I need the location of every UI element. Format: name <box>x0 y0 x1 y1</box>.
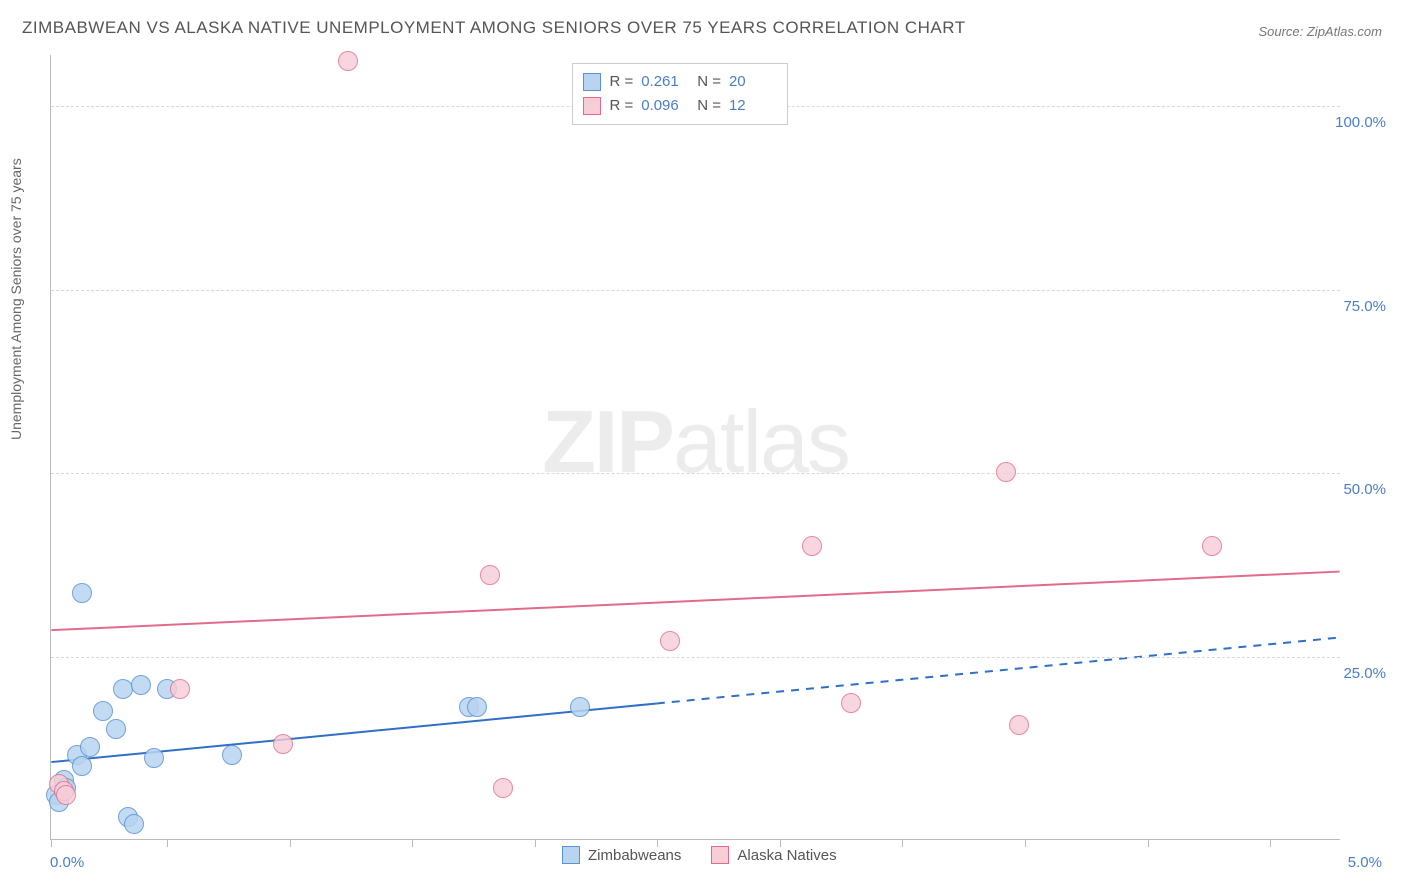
data-point <box>996 462 1016 482</box>
stat-r-value: 0.096 <box>641 94 689 118</box>
series-legend: Zimbabweans Alaska Natives <box>562 846 837 864</box>
data-point <box>93 701 113 721</box>
grid-line <box>51 290 1340 291</box>
data-point <box>570 697 590 717</box>
stat-n-label: N = <box>697 70 721 94</box>
x-tick <box>51 839 52 847</box>
grid-line <box>51 473 1340 474</box>
y-tick-label: 50.0% <box>1343 481 1386 498</box>
watermark-rest: atlas <box>673 392 849 491</box>
source-value: ZipAtlas.com <box>1307 24 1382 39</box>
source-attribution: Source: ZipAtlas.com <box>1258 24 1382 39</box>
x-tick <box>1270 839 1271 847</box>
stat-n-value: 12 <box>729 94 777 118</box>
stat-n-value: 20 <box>729 70 777 94</box>
data-point <box>106 719 126 739</box>
x-tick <box>412 839 413 847</box>
data-point <box>467 697 487 717</box>
legend-item: Alaska Natives <box>711 846 836 864</box>
data-point <box>144 748 164 768</box>
stat-r-label: R = <box>609 70 633 94</box>
legend-swatch <box>562 846 580 864</box>
legend-label: Zimbabweans <box>588 847 681 864</box>
legend-swatch <box>711 846 729 864</box>
data-point <box>338 51 358 71</box>
x-tick <box>167 839 168 847</box>
stat-n-label: N = <box>697 94 721 118</box>
x-tick <box>290 839 291 847</box>
data-point <box>273 734 293 754</box>
y-tick-label: 75.0% <box>1343 298 1386 315</box>
data-point <box>1202 536 1222 556</box>
data-point <box>1009 715 1029 735</box>
data-point <box>493 778 513 798</box>
legend-item: Zimbabweans <box>562 846 681 864</box>
data-point <box>80 737 100 757</box>
x-tick <box>1148 839 1149 847</box>
stat-r-label: R = <box>609 94 633 118</box>
series-swatch <box>583 97 601 115</box>
data-point <box>113 679 133 699</box>
data-point <box>131 675 151 695</box>
series-swatch <box>583 73 601 91</box>
trend-line-solid <box>51 572 1339 631</box>
y-tick-label: 25.0% <box>1343 665 1386 682</box>
stats-row: R = 0.096 N = 12 <box>583 94 777 118</box>
data-point <box>72 756 92 776</box>
data-point <box>56 785 76 805</box>
grid-line <box>51 657 1340 658</box>
data-point <box>72 583 92 603</box>
data-point <box>802 536 822 556</box>
x-tick <box>1025 839 1026 847</box>
stats-row: R = 0.261 N = 20 <box>583 70 777 94</box>
x-axis-max-label: 5.0% <box>1348 854 1382 871</box>
x-axis-min-label: 0.0% <box>50 854 84 871</box>
trend-line-dashed <box>657 638 1340 704</box>
y-axis-label: Unemployment Among Seniors over 75 years <box>8 158 24 440</box>
y-tick-label: 100.0% <box>1335 114 1386 131</box>
data-point <box>660 631 680 651</box>
trend-line-solid <box>51 703 657 762</box>
trend-lines-layer <box>51 55 1340 839</box>
legend-label: Alaska Natives <box>737 847 836 864</box>
data-point <box>841 693 861 713</box>
data-point <box>170 679 190 699</box>
stat-r-value: 0.261 <box>641 70 689 94</box>
data-point <box>124 814 144 834</box>
x-tick <box>535 839 536 847</box>
watermark: ZIPatlas <box>542 391 849 493</box>
correlation-stats-box: R = 0.261 N = 20 R = 0.096 N = 12 <box>572 63 788 125</box>
scatter-plot-area: ZIPatlas <box>50 55 1340 840</box>
source-label: Source: <box>1258 24 1306 39</box>
data-point <box>480 565 500 585</box>
data-point <box>222 745 242 765</box>
watermark-bold: ZIP <box>542 392 673 491</box>
x-tick <box>902 839 903 847</box>
chart-title: ZIMBABWEAN VS ALASKA NATIVE UNEMPLOYMENT… <box>22 18 966 38</box>
